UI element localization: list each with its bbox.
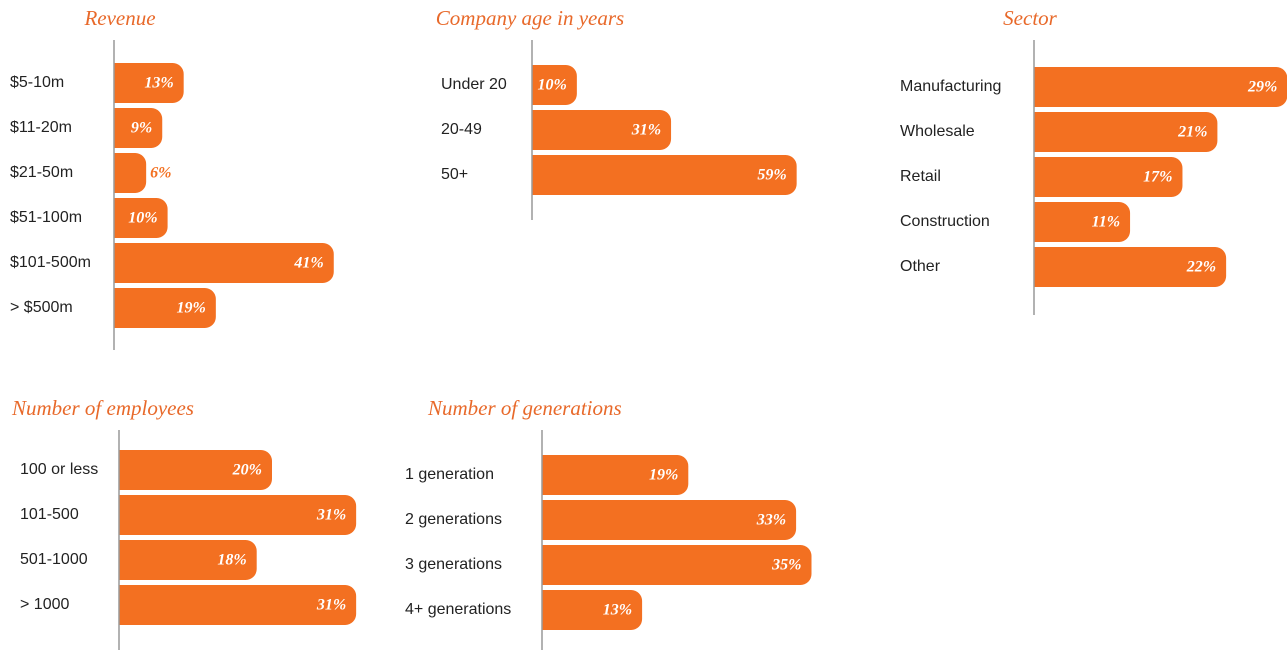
category-label: > 1000 (20, 596, 69, 613)
bar (114, 63, 184, 103)
bar (1034, 67, 1287, 107)
value-label: 59% (757, 167, 786, 184)
bar (114, 153, 147, 193)
value-label: 31% (631, 122, 661, 139)
chart-title: Number of employees (11, 396, 194, 420)
bar (532, 155, 797, 195)
value-label: 22% (1186, 259, 1216, 276)
bar (114, 288, 216, 328)
category-label: Under 20 (441, 76, 507, 93)
value-label: 21% (1177, 124, 1207, 141)
chart-title: Number of generations (427, 396, 622, 420)
value-label: 6% (150, 165, 171, 182)
value-label: 31% (316, 507, 346, 524)
category-label: $5-10m (10, 74, 64, 91)
category-label: Manufacturing (900, 78, 1001, 95)
bar (542, 455, 689, 495)
bar (119, 540, 257, 580)
value-label: 13% (144, 75, 173, 92)
category-label: Retail (900, 168, 941, 185)
category-label: $101-500m (10, 254, 91, 271)
value-label: 31% (316, 597, 346, 614)
bar (1034, 157, 1183, 197)
bar (119, 450, 272, 490)
category-label: 4+ generations (405, 601, 511, 618)
value-label: 11% (1092, 214, 1120, 231)
value-label: 10% (538, 77, 567, 94)
bar (532, 65, 577, 105)
value-label: 10% (128, 210, 157, 227)
category-label: Other (900, 258, 941, 275)
bar (114, 243, 334, 283)
bar (119, 495, 357, 535)
bar (1034, 247, 1227, 287)
chart-title: Sector (1003, 6, 1057, 30)
category-label: 3 generations (405, 556, 502, 573)
value-label: 35% (771, 557, 801, 574)
value-label: 13% (603, 602, 632, 619)
category-label: Wholesale (900, 123, 975, 140)
category-label: 100 or less (20, 461, 98, 478)
category-label: 101-500 (20, 506, 79, 523)
category-label: 50+ (441, 166, 468, 183)
bar (114, 108, 163, 148)
category-label: 20-49 (441, 121, 482, 138)
category-label: 2 generations (405, 511, 502, 528)
value-label: 19% (177, 300, 206, 317)
category-label: > $500m (10, 299, 73, 316)
value-label: 19% (649, 467, 678, 484)
category-label: $51-100m (10, 209, 82, 226)
bar (119, 585, 357, 625)
bar (542, 590, 643, 630)
value-label: 18% (217, 552, 246, 569)
value-label: 41% (293, 255, 323, 272)
value-label: 20% (232, 462, 262, 479)
value-label: 17% (1143, 169, 1172, 186)
bar (1034, 112, 1218, 152)
value-label: 9% (131, 120, 152, 137)
category-label: 1 generation (405, 466, 494, 483)
bar (542, 500, 797, 540)
bar (532, 110, 672, 150)
bar (114, 198, 168, 238)
category-label: Construction (900, 213, 990, 230)
category-label: $11-20m (10, 119, 72, 136)
value-label: 29% (1247, 79, 1277, 96)
bar (1034, 202, 1131, 242)
chart-title: Revenue (83, 6, 155, 30)
bar (542, 545, 812, 585)
chart-title: Company age in years (436, 6, 624, 30)
value-label: 33% (756, 512, 786, 529)
category-label: $21-50m (10, 164, 73, 181)
category-label: 501-1000 (20, 551, 88, 568)
